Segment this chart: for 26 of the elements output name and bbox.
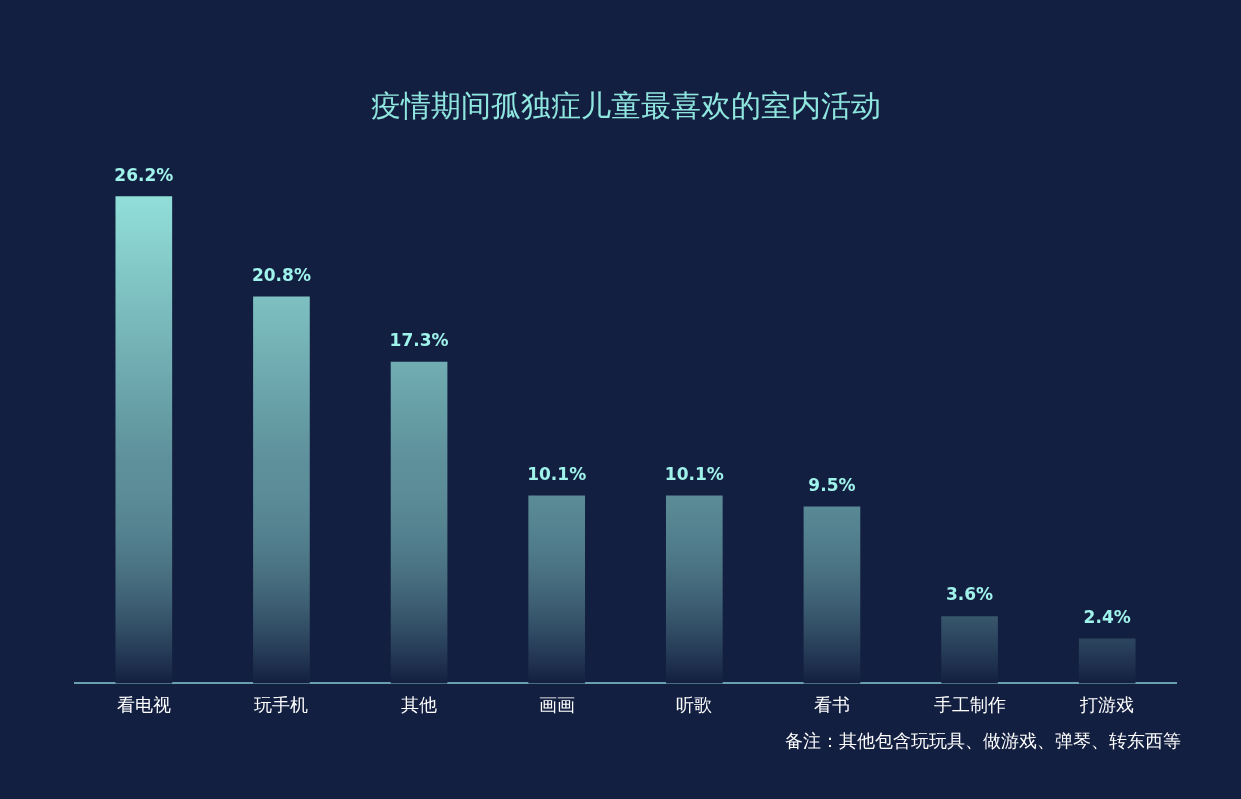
text: 备注：其他包含玩玩具、做游戏、弹琴、转东西等 xyxy=(785,729,1181,751)
x-tick-label: 画画 xyxy=(538,693,575,715)
x-tick-label: 打游戏 xyxy=(1079,693,1135,715)
bar xyxy=(665,495,723,684)
bar xyxy=(941,616,998,684)
x-tick-label: 听歌 xyxy=(676,693,713,715)
data-label: 17.3% xyxy=(389,329,449,350)
data-label: 9.5% xyxy=(808,474,856,495)
bar xyxy=(390,361,448,684)
bar xyxy=(115,196,173,684)
bar xyxy=(253,296,310,684)
data-label: 2.4% xyxy=(1083,606,1131,627)
chart-title: 疫情期间孤独症儿童最喜欢的室内活动 xyxy=(370,87,881,123)
data-label: 10.1% xyxy=(527,463,587,484)
data-label: 20.8% xyxy=(251,264,311,285)
x-tick-label: 玩手机 xyxy=(254,693,309,715)
x-tick-label: 看书 xyxy=(813,693,850,715)
x-tick-label: 手工制作 xyxy=(933,693,1006,715)
x-tick-label: 其他 xyxy=(401,693,438,715)
bar xyxy=(528,495,586,684)
data-label: 26.2% xyxy=(114,164,174,185)
x-tick-label: 看电视 xyxy=(116,693,171,715)
bar xyxy=(1078,638,1136,684)
data-label: 3.6% xyxy=(945,584,994,605)
bar xyxy=(803,506,861,684)
data-label: 10.1% xyxy=(664,463,724,484)
